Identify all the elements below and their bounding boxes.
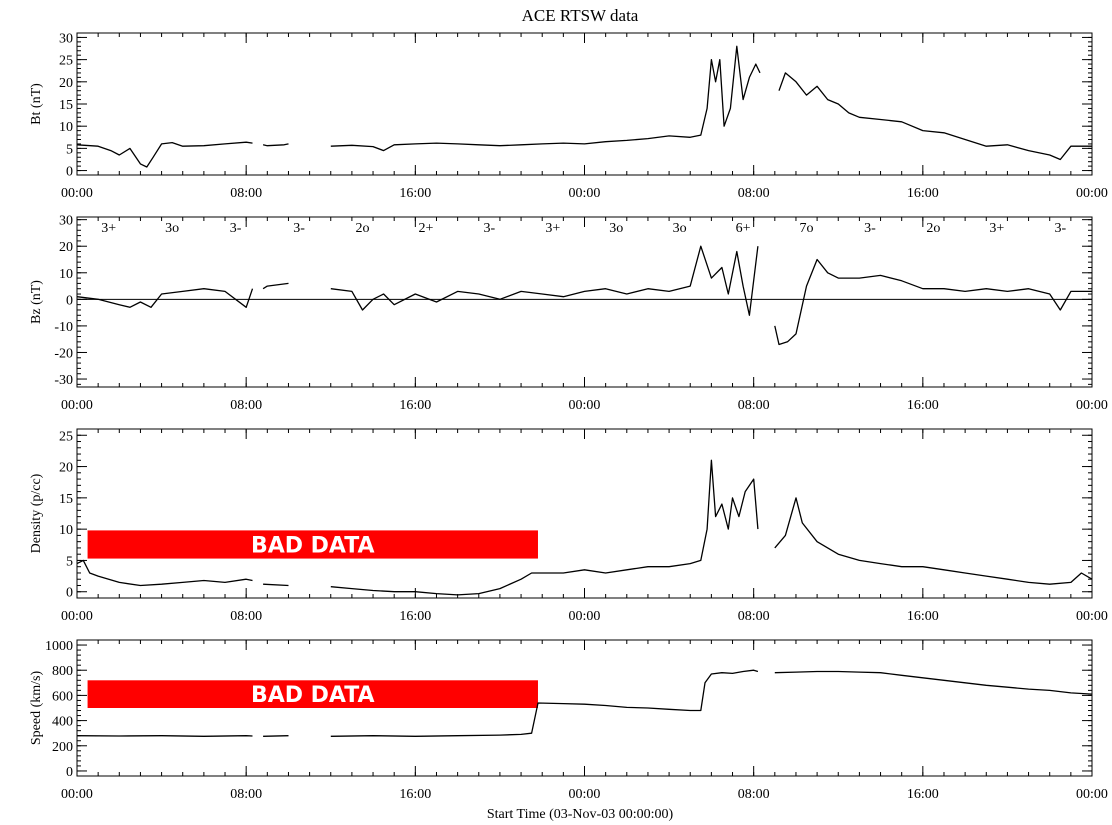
y-tick-label: 20 (59, 461, 73, 476)
y-tick-label: 5 (66, 142, 73, 157)
x-tick-label: 08:00 (738, 398, 770, 413)
y-tick-label: 600 (52, 689, 73, 704)
kp-index-label: 3- (293, 221, 305, 236)
y-tick-label: -10 (54, 320, 73, 335)
x-tick-label: 16:00 (907, 186, 939, 201)
bad-data-band (87, 530, 538, 559)
y-axis-label: Bt (nT) (29, 83, 44, 125)
x-tick-label: 00:00 (569, 609, 601, 624)
x-tick-label: 00:00 (569, 186, 601, 201)
x-tick-label: 00:00 (1076, 398, 1108, 413)
x-tick-label: 00:00 (1076, 186, 1108, 201)
kp-index-label: 3+ (989, 221, 1004, 236)
x-tick-label: 08:00 (230, 787, 262, 802)
x-tick-label: 00:00 (61, 787, 93, 802)
data-line-density (76, 459, 1093, 596)
y-tick-label: 10 (59, 523, 73, 538)
x-tick-label: 16:00 (399, 186, 431, 201)
y-axis-label: Bz (nT) (29, 280, 44, 324)
kp-index-label: 6+ (736, 221, 751, 236)
x-tick-label: 16:00 (399, 787, 431, 802)
x-tick-label: 00:00 (1076, 787, 1108, 802)
kp-index-label: 2o (355, 221, 369, 236)
y-tick-label: 5 (66, 554, 73, 569)
x-tick-label: 16:00 (907, 609, 939, 624)
x-tick-label: 08:00 (738, 609, 770, 624)
kp-index-label: 3- (230, 221, 242, 236)
kp-index-label: 3o (609, 221, 623, 236)
y-tick-label: 0 (66, 165, 73, 180)
y-tick-label: 15 (59, 98, 73, 113)
kp-index-label: 3o (165, 221, 179, 236)
y-tick-label: 200 (52, 740, 73, 755)
x-tick-label: 16:00 (907, 398, 939, 413)
y-tick-label: -30 (54, 373, 73, 388)
kp-index-label: 3o (673, 221, 687, 236)
y-tick-label: 30 (59, 214, 73, 229)
x-tick-label: 08:00 (230, 186, 262, 201)
kp-index-label: 3- (864, 221, 876, 236)
bad-data-label: BAD DATA (251, 533, 375, 558)
chart-title: ACE RTSW data (522, 6, 639, 25)
x-tick-label: 16:00 (399, 609, 431, 624)
panel-density: BAD DATA 0 5 10 15 20 25 00:00 08:00 16:00 00:00 08… (29, 428, 1108, 624)
bad-data-label: BAD DATA (251, 683, 375, 708)
x-tick-label: 08:00 (738, 186, 770, 201)
x-tick-label: 00:00 (569, 787, 601, 802)
y-tick-label: 10 (59, 267, 73, 282)
y-tick-label: 30 (59, 31, 73, 46)
data-line-bt (76, 45, 1092, 168)
y-tick-label: 10 (59, 120, 73, 135)
panel-speed: BAD DATA 0 200 400 600 800 1000 00:00 08:00 16:00… (29, 639, 1108, 802)
y-tick-label: 0 (66, 586, 73, 601)
kp-index-label: 2+ (418, 221, 433, 236)
y-tick-label: 25 (59, 429, 73, 444)
y-axis-label: Speed (km/s) (29, 671, 44, 746)
y-tick-label: 25 (59, 54, 73, 69)
kp-index-label: 3- (484, 221, 496, 236)
y-tick-label: 15 (59, 492, 73, 507)
y-tick-label: 0 (66, 765, 73, 780)
x-tick-label: 08:00 (230, 398, 262, 413)
x-tick-label: 16:00 (399, 398, 431, 413)
panel-frame (76, 428, 1093, 599)
x-tick-label: 00:00 (61, 186, 93, 201)
y-tick-label: 400 (52, 715, 73, 730)
bad-data-band (87, 680, 538, 708)
y-tick-label: 20 (59, 240, 73, 255)
y-tick-label: 20 (59, 76, 73, 91)
panel-bt: 0 5 10 15 20 25 30 00:00 08:00 16:00 00:00 08:00 16:… (29, 31, 1108, 201)
y-tick-label: -20 (54, 346, 73, 361)
x-axis-label: Start Time (03-Nov-03 00:00:00) (487, 807, 674, 822)
x-tick-label: 00:00 (61, 609, 93, 624)
data-line-bz (76, 245, 1092, 346)
data-line-speed (76, 669, 1093, 737)
y-axis-label: Density (p/cc) (29, 473, 44, 553)
y-tick-label: 0 (66, 293, 73, 308)
x-tick-label: 00:00 (61, 398, 93, 413)
kp-index-label: 3+ (101, 221, 116, 236)
panel-bz: -30 -20 -10 0 10 20 30 00:00 08:00 16:00 00:00 08:0… (29, 214, 1108, 413)
panel-frame (76, 32, 1093, 176)
x-tick-label: 08:00 (230, 609, 262, 624)
kp-index-label: 2o (926, 221, 940, 236)
kp-index-label: 7o (800, 221, 814, 236)
x-tick-label: 08:00 (738, 787, 770, 802)
panels: 0 5 10 15 20 25 30 00:00 08:00 16:00 00:00 08:00 16:… (29, 31, 1108, 802)
panel-frame (76, 216, 1093, 388)
x-tick-label: 00:00 (1076, 609, 1108, 624)
kp-index-label: 3- (1054, 221, 1066, 236)
x-tick-label: 00:00 (569, 398, 601, 413)
y-tick-label: 800 (52, 664, 73, 679)
kp-index-label: 3+ (545, 221, 560, 236)
y-tick-label: 1000 (45, 639, 73, 654)
x-tick-label: 16:00 (907, 787, 939, 802)
